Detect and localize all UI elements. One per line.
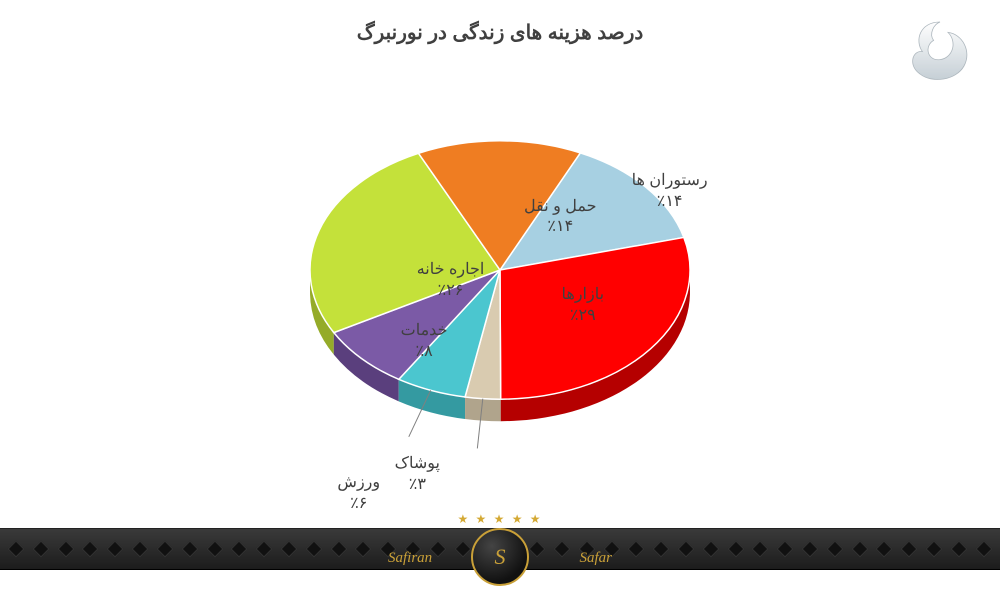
banner-diamond xyxy=(777,541,794,558)
banner-diamond xyxy=(901,541,918,558)
brand-logo-icon xyxy=(900,10,980,90)
pie-chart xyxy=(280,60,720,500)
label-pct-restaurants: ٪۱۴ xyxy=(625,192,715,213)
banner-diamond xyxy=(851,541,868,558)
banner-diamond xyxy=(256,541,273,558)
banner-diamond xyxy=(677,541,694,558)
banner-diamond xyxy=(32,541,49,558)
banner-diamond xyxy=(653,541,670,558)
brand-text-left: Safiran xyxy=(388,550,432,567)
banner-diamond xyxy=(8,541,25,558)
banner-diamond xyxy=(950,541,967,558)
label-pct-markets: ٪۲۹ xyxy=(538,306,628,327)
label-markets: بازارها٪۲۹ xyxy=(538,285,628,327)
brand-text-right: Safar xyxy=(579,550,612,567)
banner-diamond xyxy=(305,541,322,558)
label-pct-transport: ٪۱۴ xyxy=(515,217,605,238)
banner-diamond xyxy=(702,541,719,558)
stars-icon: ★ ★ ★ ★ ★ xyxy=(370,512,630,526)
banner-diamond xyxy=(975,541,992,558)
banner-diamond xyxy=(826,541,843,558)
chart-area: درصد هزینه های زندگی در نورنبرگ حمل و نق… xyxy=(0,0,1000,520)
label-name-rent: اجاره خانه xyxy=(406,260,496,281)
label-pct-rent: ٪۲۶ xyxy=(406,281,496,302)
banner-diamond xyxy=(727,541,744,558)
brand-badge: ★ ★ ★ ★ ★ Safiran Safar S xyxy=(370,512,630,582)
banner-diamond xyxy=(181,541,198,558)
label-name-restaurants: رستوران ها xyxy=(625,171,715,192)
label-name-sports: ورزش xyxy=(314,473,404,494)
banner-diamond xyxy=(107,541,124,558)
banner-diamond xyxy=(926,541,943,558)
label-name-markets: بازارها xyxy=(538,285,628,306)
label-restaurants: رستوران ها٪۱۴ xyxy=(625,171,715,213)
banner-diamond xyxy=(132,541,149,558)
label-name-utilities: خدمات xyxy=(379,321,469,342)
banner-diamond xyxy=(206,541,223,558)
banner-diamond xyxy=(156,541,173,558)
label-name-transport: حمل و نقل xyxy=(515,197,605,218)
banner-diamond xyxy=(280,541,297,558)
label-transport: حمل و نقل٪۱۴ xyxy=(515,197,605,239)
label-sports: ورزش٪۶ xyxy=(314,473,404,515)
banner-diamond xyxy=(802,541,819,558)
banner-diamond xyxy=(57,541,74,558)
banner-diamond xyxy=(752,541,769,558)
banner-diamond xyxy=(82,541,99,558)
label-utilities: خدمات٪۸ xyxy=(379,321,469,363)
chart-title: درصد هزینه های زندگی در نورنبرگ xyxy=(0,20,1000,45)
label-pct-utilities: ٪۸ xyxy=(379,342,469,363)
banner-diamond xyxy=(231,541,248,558)
banner-diamond xyxy=(330,541,347,558)
banner-diamond xyxy=(876,541,893,558)
label-rent: اجاره خانه٪۲۶ xyxy=(406,260,496,302)
banner-diamond xyxy=(628,541,645,558)
